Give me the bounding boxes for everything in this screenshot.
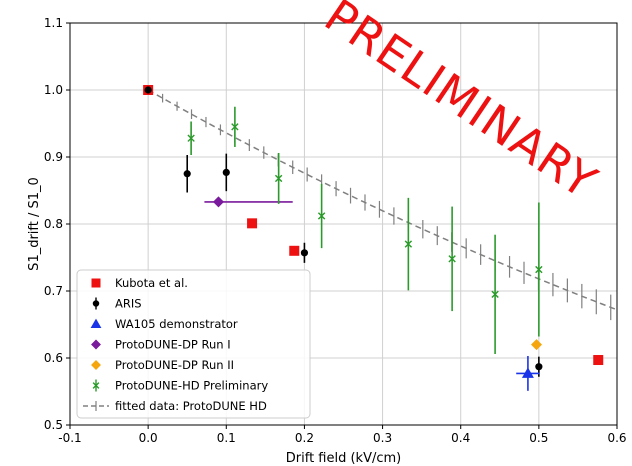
x-tick-label: 0.0 bbox=[139, 431, 158, 445]
x-tick-label: 0.5 bbox=[529, 431, 548, 445]
legend-label: fitted data: ProtoDUNE HD bbox=[115, 399, 267, 413]
data-point-x bbox=[535, 265, 543, 274]
legend-marker bbox=[91, 278, 101, 288]
legend-item: WA105 demonstrator bbox=[90, 317, 238, 331]
tick-labels: -0.1 0.0 0.1 0.2 0.3 0.4 0.5 0.6 0.5 0.6 0.7 0.8 0.9… bbox=[44, 16, 627, 445]
legend-label: ProtoDUNE-DP Run I bbox=[115, 338, 231, 352]
legend-box bbox=[76, 269, 311, 419]
data-point-circle bbox=[535, 363, 543, 371]
data-point-x-stroke bbox=[491, 290, 499, 299]
data-point-x bbox=[317, 212, 326, 220]
legend-marker bbox=[91, 360, 101, 370]
data-point-square bbox=[247, 218, 258, 229]
y-tick-label: 1.1 bbox=[44, 16, 63, 30]
data-point-x bbox=[491, 290, 499, 299]
legend-marker bbox=[92, 300, 100, 307]
data-point-circle bbox=[183, 170, 191, 178]
legend-item: Kubota et al. bbox=[91, 276, 188, 290]
data-point-x-stroke bbox=[448, 255, 456, 263]
data-point-circle bbox=[144, 86, 152, 94]
y-tick-label: 0.6 bbox=[44, 351, 63, 365]
data-point-x-stroke bbox=[317, 212, 326, 220]
legend-item: fitted data: ProtoDUNE HD bbox=[83, 399, 267, 413]
x-tick-label: 0.6 bbox=[607, 431, 626, 445]
data-point-x bbox=[231, 123, 239, 131]
data-point-square bbox=[289, 245, 300, 256]
data-point-x bbox=[404, 240, 413, 248]
data-point-x-stroke bbox=[187, 134, 195, 142]
x-tick-label: 0.1 bbox=[217, 431, 236, 445]
series-layer bbox=[143, 85, 618, 391]
y-tick-label: 0.7 bbox=[44, 284, 63, 298]
legend-marker-stroke bbox=[92, 382, 100, 389]
legend-label: ProtoDUNE-HD Preliminary bbox=[115, 379, 268, 393]
data-point-x-stroke bbox=[535, 265, 543, 274]
legend-marker bbox=[92, 382, 100, 389]
y-tick-label: 1.0 bbox=[44, 83, 63, 97]
legend-label: Kubota et al. bbox=[115, 276, 188, 290]
legend-item: ProtoDUNE-DP Run I bbox=[91, 338, 231, 352]
x-tick-label: 0.2 bbox=[295, 431, 314, 445]
legend-marker bbox=[91, 339, 101, 350]
data-point-x-stroke bbox=[274, 174, 283, 183]
y-tick-label: 0.8 bbox=[44, 217, 63, 231]
x-tick-label: 0.4 bbox=[451, 431, 470, 445]
plot-frame bbox=[69, 22, 618, 426]
data-point-x bbox=[274, 174, 283, 183]
data-point-diamond bbox=[212, 196, 224, 208]
legend-label: ProtoDUNE-DP Run II bbox=[115, 358, 234, 372]
data-point-x bbox=[448, 255, 456, 263]
data-point-square bbox=[593, 355, 604, 366]
data-point-x-stroke bbox=[231, 123, 239, 131]
legend-item: ProtoDUNE-DP Run II bbox=[91, 358, 234, 372]
axes bbox=[66, 22, 618, 429]
data-point-diamond bbox=[531, 339, 543, 351]
data-point-triangle bbox=[521, 367, 534, 378]
legend-item: ProtoDUNE-HD Preliminary bbox=[92, 379, 268, 393]
x-tick-label: -0.1 bbox=[58, 431, 81, 445]
y-axis-label: S1_drift / S1_0 bbox=[27, 177, 42, 271]
data-point-circle bbox=[300, 249, 309, 257]
legend-label: ARIS bbox=[115, 297, 142, 311]
x-axis-label: Drift field (kV/cm) bbox=[286, 451, 401, 466]
y-tick-label: 0.5 bbox=[44, 418, 63, 432]
x-tick-label: 0.3 bbox=[373, 431, 392, 445]
legend-label: WA105 demonstrator bbox=[115, 317, 238, 331]
legend-item: ARIS bbox=[92, 297, 142, 311]
legend-marker bbox=[90, 318, 102, 329]
y-tick-label: 0.9 bbox=[44, 150, 63, 164]
legend: Kubota et al. ARIS WA105 demonstrator Proto… bbox=[76, 269, 311, 419]
data-point-circle bbox=[222, 168, 230, 177]
data-point-x bbox=[187, 134, 195, 142]
data-point-x-stroke bbox=[404, 240, 413, 248]
